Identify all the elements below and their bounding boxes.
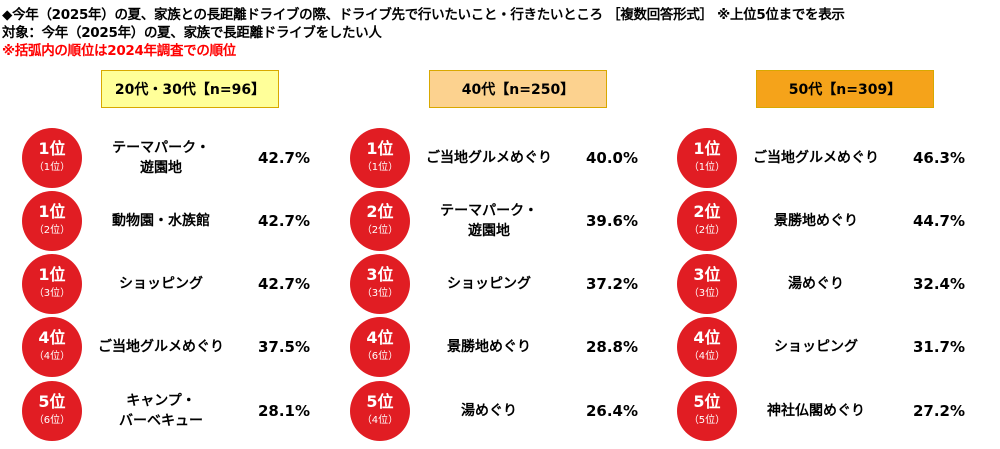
ranking-row: 1位 （1位） ご当地グルメめぐり 40.0% xyxy=(350,128,650,188)
item-label: ご当地グルメめぐり xyxy=(426,150,552,166)
item-label: 湯めぐり xyxy=(788,276,844,292)
panel-header: 50代【n=309】 xyxy=(756,70,934,108)
ranking-row: 3位 （3位） ショッピング 37.2% xyxy=(350,254,650,314)
previous-rank-label: （1位） xyxy=(688,162,726,173)
percentage-value: 42.7% xyxy=(257,149,310,167)
percentage-value: 28.1% xyxy=(257,402,310,420)
ranking-row: 5位 （5位） 神社仏閣めぐり 27.2% xyxy=(677,381,977,441)
percentage-value: 27.2% xyxy=(912,402,965,420)
ranking-row: 4位 （6位） 景勝地めぐり 28.8% xyxy=(350,317,650,377)
previous-rank-label: （3位） xyxy=(361,288,399,299)
percentage-value: 39.6% xyxy=(585,212,638,230)
item-label: ご当地グルメめぐり xyxy=(753,150,879,166)
previous-rank-label: （3位） xyxy=(688,288,726,299)
rank-badge: 2位 （2位） xyxy=(350,191,410,251)
previous-rank-label: （1位） xyxy=(361,162,399,173)
rank-badge: 5位 （4位） xyxy=(350,381,410,441)
rank-badge: 4位 （6位） xyxy=(350,317,410,377)
panel-header: 40代【n=250】 xyxy=(429,70,607,108)
item-label: ショッピング xyxy=(119,276,203,292)
rank-label: 4位 xyxy=(38,328,66,347)
item-label: テーマパーク・ 遊園地 xyxy=(112,140,210,176)
ranking-row: 2位 （2位） テーマパーク・ 遊園地 39.6% xyxy=(350,191,650,251)
item-label: ショッピング xyxy=(447,276,531,292)
rank-label: 3位 xyxy=(693,265,721,284)
percentage-value: 32.4% xyxy=(912,275,965,293)
rank-label: 1位 xyxy=(366,139,394,158)
rank-badge: 1位 （1位） xyxy=(350,128,410,188)
ranking-row: 1位 （3位） ショッピング 42.7% xyxy=(22,254,322,314)
percentage-value: 26.4% xyxy=(585,402,638,420)
rank-badge: 4位 （4位） xyxy=(677,317,737,377)
previous-rank-label: （2位） xyxy=(688,225,726,236)
rank-badge: 1位 （1位） xyxy=(677,128,737,188)
panel-2: 50代【n=309】 1位 （1位） ご当地グルメめぐり 46.3% 2位 （2位） 景勝地め… xyxy=(677,70,977,449)
previous-rank-label: （4位） xyxy=(33,351,71,362)
item-label: キャンプ・ バーベキュー xyxy=(119,393,203,429)
rank-label: 5位 xyxy=(366,392,394,411)
ranking-note: ※括弧内の順位は2024年調査での順位 xyxy=(2,43,236,59)
item-label: 景勝地めぐり xyxy=(447,339,531,355)
percentage-value: 46.3% xyxy=(912,149,965,167)
rank-label: 1位 xyxy=(38,139,66,158)
rank-label: 2位 xyxy=(693,202,721,221)
percentage-value: 37.5% xyxy=(257,338,310,356)
rank-badge: 3位 （3位） xyxy=(350,254,410,314)
target-note: 対象：今年（2025年）の夏、家族で長距離ドライブをしたい人 xyxy=(2,25,382,41)
rank-badge: 1位 （2位） xyxy=(22,191,82,251)
percentage-value: 31.7% xyxy=(912,338,965,356)
rank-label: 5位 xyxy=(693,392,721,411)
previous-rank-label: （2位） xyxy=(33,225,71,236)
rank-label: 5位 xyxy=(38,392,66,411)
chart-title: ◆今年（2025年）の夏、家族との長距離ドライブの際、ドライブ先で行いたいこと・… xyxy=(2,7,845,23)
rank-label: 3位 xyxy=(366,265,394,284)
rank-label: 1位 xyxy=(38,265,66,284)
percentage-value: 44.7% xyxy=(912,212,965,230)
previous-rank-label: （6位） xyxy=(361,351,399,362)
ranking-row: 5位 （4位） 湯めぐり 26.4% xyxy=(350,381,650,441)
previous-rank-label: （4位） xyxy=(361,415,399,426)
ranking-row: 5位 （6位） キャンプ・ バーベキュー 28.1% xyxy=(22,381,322,441)
ranking-row: 4位 （4位） ご当地グルメめぐり 37.5% xyxy=(22,317,322,377)
rank-label: 4位 xyxy=(693,328,721,347)
rank-badge: 4位 （4位） xyxy=(22,317,82,377)
ranking-row: 3位 （3位） 湯めぐり 32.4% xyxy=(677,254,977,314)
item-label: 景勝地めぐり xyxy=(774,213,858,229)
ranking-row: 1位 （1位） テーマパーク・ 遊園地 42.7% xyxy=(22,128,322,188)
ranking-row: 1位 （2位） 動物園・水族館 42.7% xyxy=(22,191,322,251)
previous-rank-label: （6位） xyxy=(33,415,71,426)
ranking-row: 2位 （2位） 景勝地めぐり 44.7% xyxy=(677,191,977,251)
rank-label: 1位 xyxy=(38,202,66,221)
previous-rank-label: （5位） xyxy=(688,415,726,426)
item-label: ご当地グルメめぐり xyxy=(98,339,224,355)
rank-badge: 2位 （2位） xyxy=(677,191,737,251)
previous-rank-label: （4位） xyxy=(688,351,726,362)
rank-badge: 1位 （1位） xyxy=(22,128,82,188)
previous-rank-label: （3位） xyxy=(33,288,71,299)
previous-rank-label: （1位） xyxy=(33,162,71,173)
rank-label: 2位 xyxy=(366,202,394,221)
rank-badge: 5位 （5位） xyxy=(677,381,737,441)
rank-badge: 5位 （6位） xyxy=(22,381,82,441)
item-label: 神社仏閣めぐり xyxy=(767,403,865,419)
percentage-value: 37.2% xyxy=(585,275,638,293)
item-label: 湯めぐり xyxy=(461,403,517,419)
ranking-row: 4位 （4位） ショッピング 31.7% xyxy=(677,317,977,377)
percentage-value: 42.7% xyxy=(257,212,310,230)
rank-badge: 3位 （3位） xyxy=(677,254,737,314)
item-label: テーマパーク・ 遊園地 xyxy=(440,203,538,239)
percentage-value: 28.8% xyxy=(585,338,638,356)
item-label: ショッピング xyxy=(774,339,858,355)
rank-badge: 1位 （3位） xyxy=(22,254,82,314)
panel-1: 40代【n=250】 1位 （1位） ご当地グルメめぐり 40.0% 2位 （2位） テーマパ… xyxy=(350,70,650,449)
percentage-value: 42.7% xyxy=(257,275,310,293)
ranking-row: 1位 （1位） ご当地グルメめぐり 46.3% xyxy=(677,128,977,188)
previous-rank-label: （2位） xyxy=(361,225,399,236)
rank-label: 4位 xyxy=(366,328,394,347)
rank-label: 1位 xyxy=(693,139,721,158)
item-label: 動物園・水族館 xyxy=(112,213,210,229)
panel-header: 20代・30代【n=96】 xyxy=(101,70,279,108)
panel-0: 20代・30代【n=96】 1位 （1位） テーマパーク・ 遊園地 42.7% 1位 （2位… xyxy=(22,70,322,449)
percentage-value: 40.0% xyxy=(585,149,638,167)
